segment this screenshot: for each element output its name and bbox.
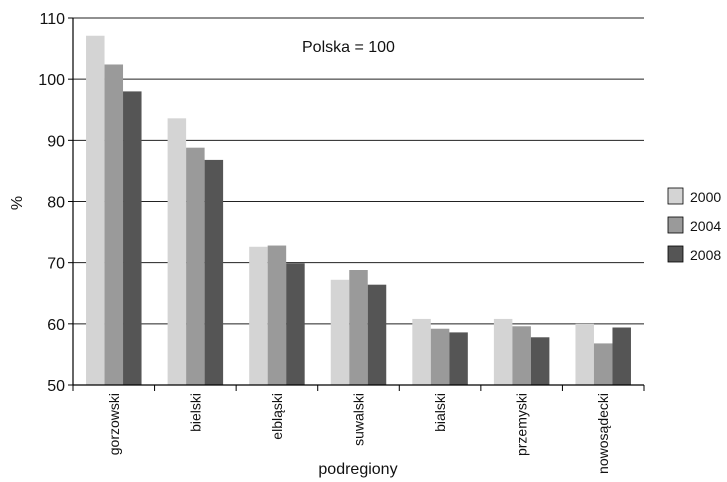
- chart-annotation: Polska = 100: [302, 39, 395, 56]
- category-labels: gorzowski bielski elbląski suwalski bialski p…: [106, 393, 611, 474]
- bar-elbląski-2008: [286, 263, 305, 385]
- bar-gorzowski-2000: [86, 35, 105, 385]
- bar-suwalski-2004: [349, 270, 368, 385]
- legend-label-2008: 2008: [690, 247, 721, 263]
- bar-nowosądecki-2000: [575, 323, 594, 385]
- bar-nowosądecki-2004: [593, 343, 613, 385]
- bar-elbląski-2004: [267, 245, 287, 385]
- bar-bielski-2004: [186, 147, 205, 385]
- category-label: bielski: [187, 393, 203, 432]
- bar-bialski-2008: [449, 332, 468, 385]
- legend-swatch-2000: [667, 187, 684, 205]
- bar-suwalski-2000: [330, 279, 350, 385]
- legend-label-2000: 2000: [690, 189, 721, 205]
- category-label: nowosądecki: [595, 393, 611, 474]
- bar-przemyski-2000: [493, 318, 513, 385]
- bar-nowosądecki-2008: [612, 327, 631, 385]
- bar-bialski-2004: [430, 328, 450, 385]
- bar-bielski-2008: [204, 159, 224, 385]
- category-label: przemyski: [514, 393, 530, 456]
- category-label: suwalski: [351, 393, 367, 446]
- legend: 2000 2004 2008: [667, 187, 721, 263]
- y-tick-label: 110: [39, 11, 65, 28]
- x-axis-title: podregiony: [318, 461, 397, 478]
- axes: [68, 17, 645, 391]
- y-tick-label: 60: [47, 317, 65, 334]
- y-tick-label: 50: [47, 378, 65, 395]
- bar-suwalski-2008: [367, 284, 387, 385]
- bar-gorzowski-2008: [123, 91, 142, 386]
- y-tick-labels: 50 60 70 80 90 100 110: [38, 11, 65, 395]
- category-label: gorzowski: [106, 393, 122, 455]
- y-tick-label: 70: [47, 256, 65, 273]
- y-tick-label: 80: [47, 195, 65, 212]
- bars: [86, 35, 631, 386]
- bar-bialski-2000: [412, 318, 431, 385]
- category-label: bialski: [432, 393, 448, 432]
- bar-elbląski-2000: [249, 246, 268, 385]
- bar-przemyski-2008: [530, 337, 550, 385]
- bar-gorzowski-2004: [104, 64, 124, 385]
- bar-bielski-2000: [167, 118, 187, 386]
- y-tick-label: 100: [38, 72, 65, 89]
- bar-przemyski-2004: [512, 326, 531, 385]
- legend-swatch-2004: [667, 216, 684, 234]
- legend-swatch-2008: [667, 245, 684, 263]
- category-label: elbląski: [269, 393, 285, 440]
- y-axis-title: %: [9, 196, 26, 210]
- y-tick-label: 90: [47, 133, 65, 150]
- legend-label-2004: 2004: [690, 218, 721, 234]
